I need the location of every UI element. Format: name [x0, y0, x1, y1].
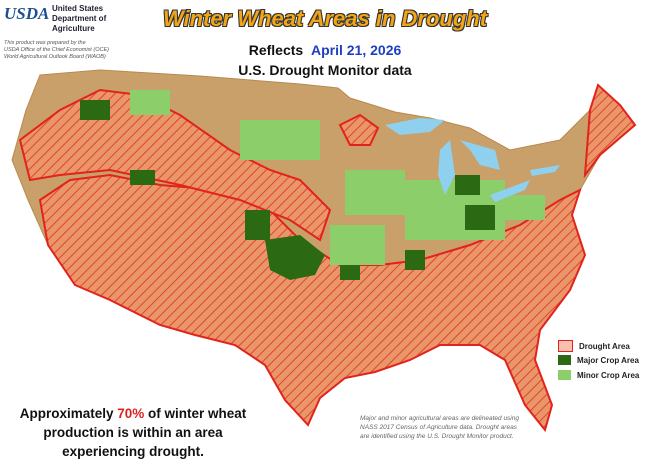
drought-dakota [338, 113, 380, 146]
legend-item: Drought Area [558, 340, 630, 352]
major-crop [80, 100, 110, 120]
major-crop [405, 250, 425, 270]
major-crop [265, 235, 325, 280]
minor-crop [330, 225, 385, 265]
minor-crop [240, 120, 320, 160]
major-crop [465, 205, 495, 230]
lake [438, 140, 455, 195]
date: April 21, 2026 [310, 42, 402, 58]
credit-line: This product was prepared by the [4, 40, 86, 46]
legend-swatch [558, 355, 571, 365]
major-crop-areas [80, 100, 495, 280]
agency: United States Department of Agriculture [52, 4, 106, 34]
legend-label: Drought Area [579, 341, 630, 351]
reflects-label: Reflects [248, 42, 304, 58]
drought-northwest [18, 88, 332, 242]
agency-line: United States [52, 4, 104, 13]
major-crop [340, 265, 360, 280]
lake [530, 165, 560, 176]
minor-crop [345, 170, 405, 215]
major-crop [245, 210, 270, 240]
legend-item: Major Crop Area [558, 355, 639, 365]
credit: This product was prepared by the USDA Of… [4, 40, 109, 61]
logo: USDA [4, 4, 50, 23]
credit-line: USDA Office of the Chief Economist (OCE) [4, 47, 109, 53]
legend-swatch [558, 340, 573, 352]
summary-highlight: 70% [117, 406, 145, 421]
minor-crop [505, 195, 545, 220]
summary: Approximately 70% of winter wheat produc… [8, 404, 258, 461]
major-crop [130, 170, 155, 185]
lake [460, 140, 500, 170]
source: U.S. Drought Monitor data [238, 62, 412, 78]
legend-swatch [558, 370, 571, 380]
minor-crop [130, 90, 170, 115]
reflects: Reflects April 21, 2026 [200, 42, 450, 58]
credit-line: World Agricultural Outlook Board (WAOB) [4, 54, 106, 60]
summary-text: of winter wheat production is within an … [43, 406, 247, 459]
great-lakes [385, 118, 560, 202]
title: Winter Wheat Areas in Drought [162, 6, 488, 31]
major-crop [455, 175, 480, 195]
note: Major and minor agricultural areas are d… [360, 415, 519, 440]
legend-item: Minor Crop Area [558, 370, 639, 380]
agency-line: Department of [52, 14, 107, 23]
legend-label: Major Crop Area [577, 355, 639, 365]
legend-label: Minor Crop Area [577, 370, 640, 380]
summary-text: Approximately [19, 406, 118, 421]
drought-northeast [583, 83, 637, 179]
lake [490, 180, 530, 202]
lake [385, 118, 445, 135]
agency-line: Agriculture [52, 24, 95, 33]
